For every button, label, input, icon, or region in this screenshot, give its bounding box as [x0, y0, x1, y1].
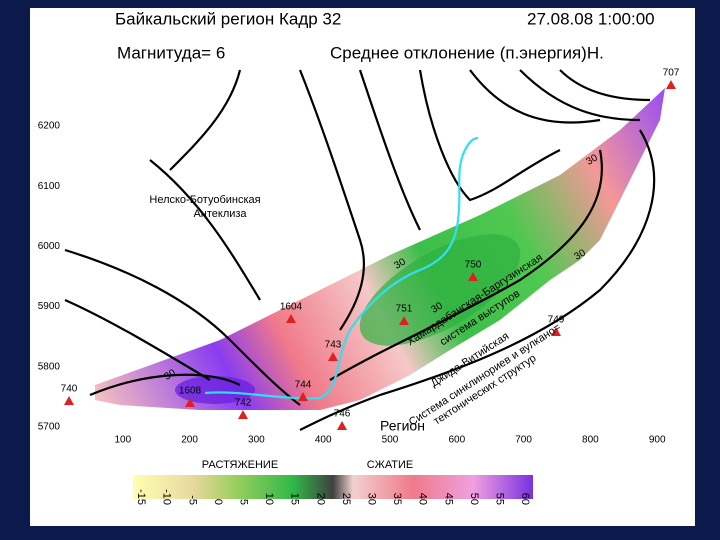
y-tick-label: 6100	[38, 181, 61, 192]
colorbar-tick-label: 15	[289, 493, 301, 505]
contour-label: 30	[393, 256, 409, 271]
x-tick-label: 300	[248, 435, 265, 446]
region-label: Нелско-Ботуобинская	[149, 194, 260, 206]
station-marker	[238, 410, 248, 419]
station-label: 1604	[280, 302, 303, 313]
colorbar-tick-label: 5	[237, 499, 249, 505]
colorbar-left-label: РАСТЯЖЕНИЕ	[202, 459, 278, 471]
colorbar-tick-label: -15	[135, 489, 147, 505]
station-marker	[399, 316, 409, 325]
x-tick-label: 700	[515, 435, 532, 446]
station-marker	[64, 396, 74, 405]
colorbar-tick-label: 45	[442, 493, 454, 505]
x-tick-label: 200	[181, 435, 198, 446]
station-marker	[328, 352, 338, 361]
station-label: 743	[325, 340, 342, 351]
colorbar-right-label: СЖАТИЕ	[367, 459, 414, 471]
lake-baikal	[204, 136, 479, 400]
station-label: 740	[61, 384, 78, 395]
colorbar-tick-label: 10	[263, 493, 275, 505]
station-marker	[666, 80, 676, 89]
station-label: 744	[295, 380, 312, 391]
station-label: 746	[334, 409, 351, 420]
measure: Среднее отклонение (п.энергия)Н.	[330, 43, 604, 62]
colorbar-tick-label: 20	[314, 493, 326, 505]
y-tick-label: 5800	[38, 361, 61, 372]
station-marker	[286, 314, 296, 323]
station-marker	[185, 398, 195, 407]
contour-label: 30	[163, 367, 179, 382]
magnitude: Магнитуда= 6	[117, 43, 225, 62]
station-marker	[551, 327, 561, 336]
y-tick-label: 6200	[38, 121, 61, 132]
x-tick-label: 600	[448, 435, 465, 446]
y-tick-label: 5700	[38, 422, 61, 433]
station-label: 742	[235, 398, 252, 409]
colorbar-tick-label: 0	[212, 499, 224, 505]
colorbar-tick-label: 25	[340, 493, 352, 505]
region-label: Антеклиза	[193, 208, 247, 220]
colorbar-tick-label: 40	[417, 493, 429, 505]
colorbar-tick-label: 55	[493, 493, 505, 505]
contour-label: 30	[573, 247, 589, 262]
station-label: 1608	[179, 386, 202, 397]
station-label: 749	[548, 315, 565, 326]
faults	[64, 69, 656, 431]
title: Байкальский регион Кадр 32	[115, 9, 341, 28]
x-tick-label: 100	[114, 435, 131, 446]
green-zone	[359, 234, 521, 346]
y-tick-label: 5900	[38, 301, 61, 312]
station-label: 751	[396, 304, 413, 315]
colorbar-tick-label: -10	[161, 489, 173, 505]
station-marker	[337, 421, 347, 430]
x-tick-label: 900	[649, 435, 666, 446]
colorbar-tick-label: 30	[365, 493, 377, 505]
station-label: 750	[465, 260, 482, 271]
footer-text: Регион	[380, 418, 425, 434]
colorbar-tick-label: 35	[391, 493, 403, 505]
colorbar-tick-label: -5	[186, 495, 198, 505]
station-marker	[298, 392, 308, 401]
x-tick-label: 800	[582, 435, 599, 446]
colorbar	[133, 475, 533, 499]
y-tick-label: 6000	[38, 241, 61, 252]
x-tick-label: 400	[315, 435, 332, 446]
colorbar-tick-label: 60	[519, 493, 531, 505]
contour-label: 30	[430, 300, 446, 315]
x-tick-label: 500	[382, 435, 399, 446]
station-label: 707	[663, 68, 680, 79]
station-marker	[468, 272, 478, 281]
datetime: 27.08.08 1:00:00	[527, 9, 655, 28]
colorbar-tick-label: 50	[468, 493, 480, 505]
contour-label: 30	[585, 152, 601, 167]
panel	[30, 8, 695, 526]
